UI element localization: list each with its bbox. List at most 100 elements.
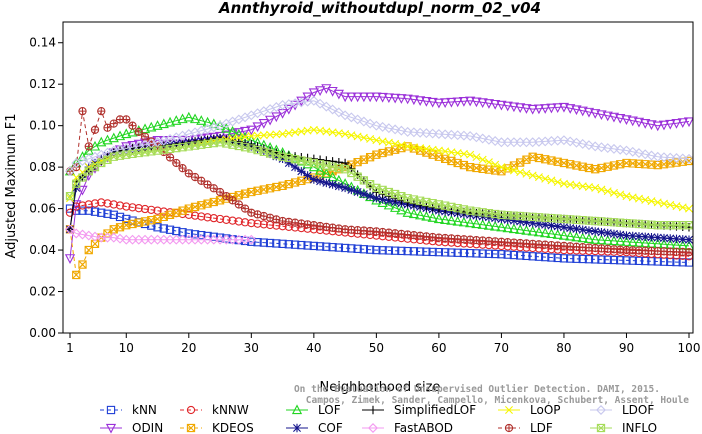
data-point [397,246,406,256]
data-point [640,119,651,129]
data-point [483,220,495,230]
data-point [471,132,482,143]
data-point [622,192,631,201]
data-point [508,102,520,113]
data-point [540,220,550,229]
data-point [327,104,338,115]
data-point [458,130,469,141]
data-point [128,203,137,212]
data-point [390,246,400,255]
data-point [97,198,106,207]
data-point [315,98,326,109]
data-point [440,214,451,224]
y-tick-label: 0.10 [29,119,56,133]
data-point [677,118,688,128]
data-point [628,256,637,265]
data-point [289,152,301,163]
data-point [272,130,281,139]
data-point [377,92,388,103]
data-point [77,185,88,196]
data-point [64,254,76,264]
data-point [627,236,638,247]
legend-item-kdeos: KDEOS [180,421,254,434]
data-point [491,160,500,169]
data-point [528,252,537,261]
data-point [384,246,394,255]
data-point [203,213,212,222]
data-point [328,180,337,189]
legend-marker [368,423,378,433]
data-point [483,134,494,145]
data-point [660,199,668,208]
data-point [484,249,494,258]
data-point [665,119,676,130]
series-fastabod [65,224,257,245]
data-point [408,95,419,106]
data-point [65,208,75,217]
data-point [440,98,451,109]
data-point [358,92,369,103]
legend-item-loop: LoOP [498,403,561,417]
y-tick-label: 0.04 [29,243,56,257]
data-point [534,219,544,229]
legend-label: INFLO [622,421,657,434]
data-point [502,101,513,112]
data-point [546,103,557,114]
legend-marker [186,405,196,415]
data-point [346,92,357,103]
data-point [627,146,638,157]
data-point [403,246,412,256]
chart-title: Annthyroid_withoutdupl_norm_02_v04 [218,0,541,17]
data-point [347,244,356,253]
data-point [621,115,632,126]
data-point [297,167,306,176]
data-point [603,187,612,196]
data-point [616,190,625,199]
data-point [127,126,138,137]
data-point [441,248,450,257]
data-point [609,188,618,197]
data-point [615,144,626,155]
data-point [602,111,613,122]
data-point [615,114,626,124]
data-point [521,224,532,235]
data-point [547,253,556,262]
data-point [591,183,600,192]
data-point [146,121,157,132]
y-axis: 0.00 0.02 0.04 0.06 0.08 0.10 0.12 0.14 [29,36,63,340]
data-point [547,221,556,230]
data-point [496,100,507,111]
data-point [165,225,175,234]
data-point [97,208,106,217]
data-point [672,257,681,267]
data-point [633,237,645,247]
data-point [591,255,600,264]
data-point [602,234,613,245]
data-point [347,131,356,140]
data-point [421,128,432,139]
data-point [253,219,262,228]
x-tick-label: 30 [244,341,259,355]
data-point [666,234,675,243]
data-point [233,128,244,138]
watermark-line-2: Campos, Zimek, Sander, Campello, Micenko… [306,395,689,406]
data-point [596,142,607,153]
data-point [378,137,387,146]
data-point [365,191,375,201]
data-point [239,126,251,137]
data-point [572,254,581,263]
data-point [478,155,487,164]
data-point [378,195,387,204]
data-point [509,250,519,260]
data-point [315,177,325,186]
data-point [646,150,657,161]
x-tick-label: 100 [678,341,701,355]
data-point [541,252,550,262]
data-point [565,136,576,147]
data-point [508,223,520,234]
data-point [189,113,201,124]
data-point [621,236,632,246]
data-point [559,223,569,232]
legend-marker [505,406,513,414]
